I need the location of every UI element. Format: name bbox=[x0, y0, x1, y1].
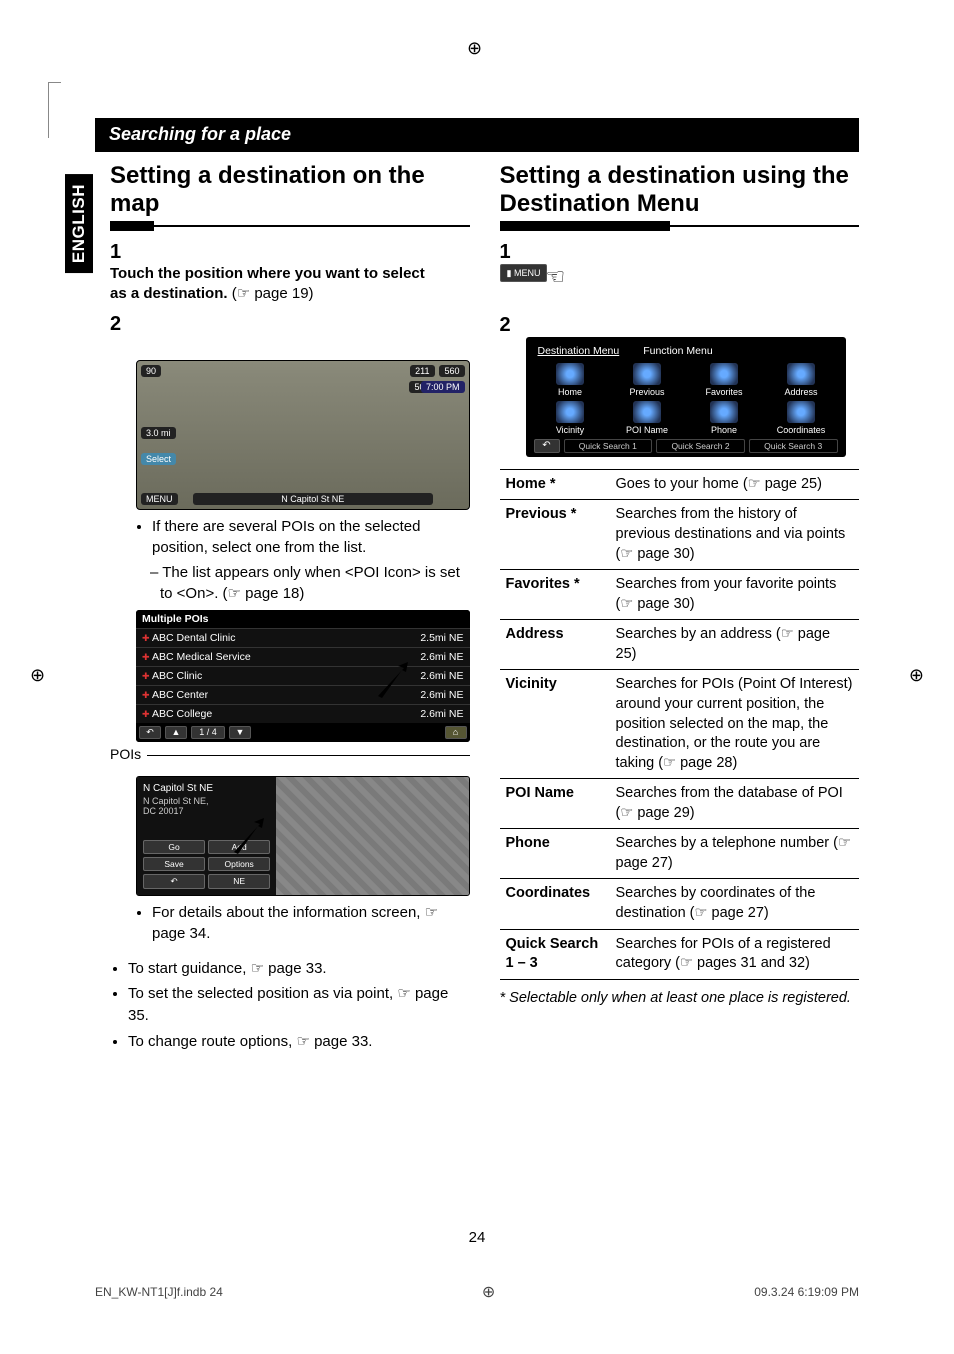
registration-mark-right: ⊕ bbox=[909, 665, 924, 686]
left-column: Setting a destination on the map 1 Touch… bbox=[110, 162, 470, 1053]
back-icon[interactable]: ↶ bbox=[139, 726, 161, 739]
bullet: To change route options, ☞ page 33. bbox=[128, 1031, 470, 1053]
dm-vicinity[interactable]: Vicinity bbox=[534, 401, 607, 435]
street-chip: N Capitol St NE bbox=[193, 493, 433, 505]
reference-table: Home *Goes to your home (☞ page 25) Prev… bbox=[500, 469, 860, 980]
footer: EN_KW-NT1[J]f.indb 24 ⊕ 09.3.24 6:19:09 … bbox=[95, 1282, 859, 1302]
step-number: 1 bbox=[110, 241, 132, 264]
pois-callout: POIs bbox=[110, 744, 470, 762]
note-bullet: For details about the information screen… bbox=[152, 902, 470, 944]
registration-mark-bottom: ⊕ bbox=[482, 1282, 495, 1302]
map-chip: 211 bbox=[410, 365, 434, 377]
tab-destination[interactable]: Destination Menu bbox=[538, 345, 620, 357]
right-heading: Setting a destination using the Destinat… bbox=[500, 162, 860, 217]
table-row: Previous *Searches from the history of p… bbox=[500, 500, 860, 570]
bullet: To start guidance, ☞ page 33. bbox=[128, 958, 470, 980]
poi-row[interactable]: ABC College2.6mi NE bbox=[136, 704, 470, 723]
dm-favorites[interactable]: Favorites bbox=[688, 363, 761, 397]
content-area: Setting a destination on the map 1 Touch… bbox=[110, 162, 859, 1053]
map-chip: 560 bbox=[439, 365, 464, 377]
map-chip: 3.0 mi bbox=[141, 427, 176, 439]
heading-rule bbox=[500, 221, 860, 231]
map-screenshot: 90 211 560 500 7:00 PM 3.0 mi Select MEN… bbox=[136, 360, 470, 510]
footer-right: 09.3.24 6:19:09 PM bbox=[754, 1285, 859, 1299]
page-number: 24 bbox=[0, 1229, 954, 1246]
dm-previous[interactable]: Previous bbox=[611, 363, 684, 397]
down-icon[interactable]: ▼ bbox=[229, 726, 251, 739]
table-row: Favorites *Searches from your favorite p… bbox=[500, 570, 860, 620]
registration-mark-top: ⊕ bbox=[467, 38, 482, 59]
table-row: PhoneSearches by a telephone number (☞ p… bbox=[500, 829, 860, 879]
dm-address[interactable]: Address bbox=[765, 363, 838, 397]
section-header: Searching for a place bbox=[95, 118, 859, 152]
note-bullet: If there are several POIs on the selecte… bbox=[152, 516, 470, 558]
map-chip: 90 bbox=[141, 365, 161, 377]
right-column: Setting a destination using the Destinat… bbox=[500, 162, 860, 1053]
quick-search-1[interactable]: Quick Search 1 bbox=[564, 439, 653, 453]
tail-bullets: To start guidance, ☞ page 33. To set the… bbox=[128, 958, 470, 1053]
step-number: 1 bbox=[500, 241, 522, 264]
save-button[interactable]: Save bbox=[143, 857, 205, 871]
info-note: For details about the information screen… bbox=[136, 902, 470, 944]
select-chip[interactable]: Select bbox=[141, 453, 176, 465]
info-title: N Capitol St NE bbox=[143, 783, 270, 794]
destination-menu-screenshot: Destination Menu Function Menu Home Prev… bbox=[526, 337, 846, 457]
step-1: 1 ▮ MENU ☜ bbox=[500, 241, 860, 310]
step-1: 1 Touch the position where you want to s… bbox=[110, 241, 470, 305]
table-row: Quick Search 1 – 3Searches for POIs of a… bbox=[500, 929, 860, 979]
poi-row[interactable]: ABC Center2.6mi NE bbox=[136, 685, 470, 704]
poi-row[interactable]: ABC Dental Clinic2.5mi NE bbox=[136, 628, 470, 647]
dm-phone[interactable]: Phone bbox=[688, 401, 761, 435]
poi-list: Multiple POIs ABC Dental Clinic2.5mi NE … bbox=[136, 610, 470, 742]
info-subtitle: N Capitol St NE, DC 20017 bbox=[143, 796, 270, 816]
hand-icon: ☜ bbox=[545, 262, 565, 292]
step-2: 2 bbox=[110, 313, 470, 354]
quick-search-3[interactable]: Quick Search 3 bbox=[749, 439, 838, 453]
back-icon[interactable]: ↶ bbox=[534, 439, 560, 453]
table-row: AddressSearches by an address (☞ page 25… bbox=[500, 620, 860, 670]
heading-rule bbox=[110, 221, 470, 231]
poi-header: Multiple POIs bbox=[136, 610, 470, 628]
table-row: POI NameSearches from the database of PO… bbox=[500, 779, 860, 829]
options-button[interactable]: Options bbox=[208, 857, 270, 871]
dm-coordinates[interactable]: Coordinates bbox=[765, 401, 838, 435]
table-row: Home *Goes to your home (☞ page 25) bbox=[500, 469, 860, 500]
language-tab: ENGLISH bbox=[65, 174, 93, 273]
map-chip: 7:00 PM bbox=[421, 381, 465, 393]
dm-poiname[interactable]: POI Name bbox=[611, 401, 684, 435]
note-dash: – The list appears only when <POI Icon> … bbox=[150, 562, 470, 604]
poi-row[interactable]: ABC Clinic2.6mi NE bbox=[136, 666, 470, 685]
back-icon[interactable]: ↶ bbox=[143, 874, 205, 889]
bullet: To set the selected position as via poin… bbox=[128, 983, 470, 1027]
up-icon[interactable]: ▲ bbox=[165, 726, 187, 739]
footer-left: EN_KW-NT1[J]f.indb 24 bbox=[95, 1285, 223, 1299]
step1-tail: (☞ page 19) bbox=[228, 285, 314, 302]
dm-home[interactable]: Home bbox=[534, 363, 607, 397]
info-map bbox=[276, 777, 468, 895]
poi-row[interactable]: ABC Medical Service2.6mi NE bbox=[136, 647, 470, 666]
step2-notes: If there are several POIs on the selecte… bbox=[136, 516, 470, 604]
menu-button[interactable]: ▮ MENU bbox=[500, 264, 548, 282]
ne-label: NE bbox=[208, 874, 270, 889]
menu-chip[interactable]: MENU bbox=[141, 493, 178, 505]
home-icon[interactable]: ⌂ bbox=[445, 726, 467, 739]
go-button[interactable]: Go bbox=[143, 840, 205, 854]
pager-label: 1 / 4 bbox=[191, 726, 225, 739]
poi-pager: ↶ ▲ 1 / 4 ▼ ⌂ bbox=[136, 723, 470, 742]
step-2: 2 bbox=[500, 314, 860, 337]
crop-mark bbox=[48, 82, 49, 138]
step-number: 2 bbox=[110, 313, 132, 336]
tab-function[interactable]: Function Menu bbox=[643, 345, 712, 357]
info-screenshot: N Capitol St NE N Capitol St NE, DC 2001… bbox=[136, 776, 470, 896]
pois-label: POIs bbox=[110, 746, 141, 762]
table-row: CoordinatesSearches by coordinates of th… bbox=[500, 879, 860, 929]
step-number: 2 bbox=[500, 314, 522, 337]
quick-search-2[interactable]: Quick Search 2 bbox=[656, 439, 745, 453]
left-heading: Setting a destination on the map bbox=[110, 162, 470, 217]
footnote: * Selectable only when at least one plac… bbox=[500, 990, 860, 1006]
table-row: VicinitySearches for POIs (Point Of Inte… bbox=[500, 670, 860, 779]
registration-mark-left: ⊕ bbox=[30, 665, 45, 686]
